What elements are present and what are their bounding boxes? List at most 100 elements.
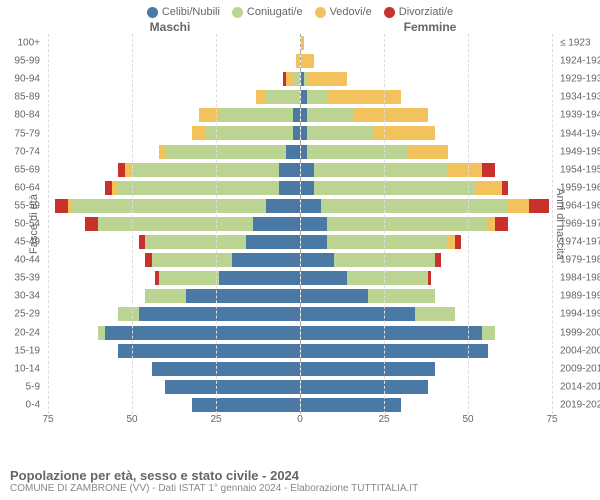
axis-tick: 50 bbox=[462, 414, 473, 425]
bar-male bbox=[48, 179, 300, 197]
seg-c bbox=[301, 145, 308, 159]
chart-subtitle: COMUNE DI ZAMBRONE (VV) - Dati ISTAT 1° … bbox=[10, 483, 590, 494]
age-label: 65-69 bbox=[14, 164, 40, 175]
footer: Popolazione per età, sesso e stato civil… bbox=[0, 464, 600, 500]
seg-d bbox=[55, 199, 68, 213]
birth-label: 1984-1988 bbox=[560, 273, 600, 284]
seg-c bbox=[152, 362, 300, 376]
pyramid-row: 55-591964-1968 bbox=[48, 197, 552, 215]
age-label: 5-9 bbox=[26, 381, 40, 392]
legend-item: Celibi/Nubili bbox=[147, 6, 220, 18]
bar-female bbox=[300, 124, 553, 142]
birth-label: 2009-2013 bbox=[560, 363, 600, 374]
birth-label: 1959-1963 bbox=[560, 182, 600, 193]
age-label: 45-49 bbox=[14, 237, 40, 248]
seg-c bbox=[293, 126, 300, 140]
seg-co bbox=[206, 126, 293, 140]
birth-label: 1939-1943 bbox=[560, 110, 600, 121]
seg-co bbox=[165, 145, 286, 159]
bar-female bbox=[300, 143, 553, 161]
birth-label: 1954-1958 bbox=[560, 164, 600, 175]
birth-label: 1969-1973 bbox=[560, 218, 600, 229]
bar-female bbox=[300, 233, 553, 251]
bar-male bbox=[48, 70, 300, 88]
legend-item: Coniugati/e bbox=[232, 6, 303, 18]
seg-c bbox=[293, 108, 300, 122]
seg-v bbox=[448, 235, 455, 249]
age-label: 40-44 bbox=[14, 255, 40, 266]
seg-v bbox=[374, 126, 434, 140]
seg-c bbox=[186, 289, 300, 303]
birth-label: 1974-1978 bbox=[560, 237, 600, 248]
bar-male bbox=[48, 197, 300, 215]
birth-label: 1949-1953 bbox=[560, 146, 600, 157]
bar-male bbox=[48, 233, 300, 251]
chart-title: Popolazione per età, sesso e stato civil… bbox=[10, 468, 590, 483]
bar-female bbox=[300, 197, 553, 215]
seg-c bbox=[279, 181, 299, 195]
seg-v bbox=[354, 108, 428, 122]
seg-co bbox=[307, 145, 408, 159]
legend-label: Vedovi/e bbox=[330, 6, 372, 18]
seg-d bbox=[145, 253, 152, 267]
pyramid-row: 60-641959-1963 bbox=[48, 179, 552, 197]
seg-co bbox=[314, 163, 448, 177]
bar-female bbox=[300, 360, 553, 378]
bar-male bbox=[48, 88, 300, 106]
pyramid-row: 50-541969-1973 bbox=[48, 215, 552, 233]
seg-c bbox=[301, 344, 489, 358]
bar-male bbox=[48, 287, 300, 305]
seg-c bbox=[301, 181, 314, 195]
bar-male bbox=[48, 305, 300, 323]
seg-c bbox=[301, 90, 308, 104]
age-label: 30-34 bbox=[14, 291, 40, 302]
seg-co bbox=[321, 199, 509, 213]
bar-female bbox=[300, 324, 553, 342]
seg-d bbox=[118, 163, 125, 177]
bar-female bbox=[300, 88, 553, 106]
age-label: 70-74 bbox=[14, 146, 40, 157]
seg-co bbox=[307, 90, 327, 104]
seg-d bbox=[529, 199, 549, 213]
legend-item: Vedovi/e bbox=[315, 6, 372, 18]
pyramid-row: 75-791944-1948 bbox=[48, 124, 552, 142]
seg-v bbox=[112, 181, 119, 195]
bar-male bbox=[48, 251, 300, 269]
seg-c bbox=[301, 380, 428, 394]
bar-male bbox=[48, 124, 300, 142]
age-label: 90-94 bbox=[14, 74, 40, 85]
seg-v bbox=[327, 90, 401, 104]
header-male: Maschi bbox=[0, 20, 300, 34]
age-label: 85-89 bbox=[14, 92, 40, 103]
seg-d bbox=[502, 181, 509, 195]
seg-v bbox=[301, 54, 314, 68]
bar-male bbox=[48, 324, 300, 342]
axis-tick: 25 bbox=[378, 414, 389, 425]
bar-male bbox=[48, 143, 300, 161]
seg-d bbox=[495, 217, 508, 231]
seg-co bbox=[159, 271, 219, 285]
seg-c bbox=[301, 307, 415, 321]
seg-v bbox=[508, 199, 528, 213]
seg-c bbox=[266, 199, 300, 213]
bar-female bbox=[300, 106, 553, 124]
seg-c bbox=[301, 271, 348, 285]
axis-tick: 25 bbox=[210, 414, 221, 425]
seg-c bbox=[301, 126, 308, 140]
seg-c bbox=[219, 271, 299, 285]
axis-tick: 75 bbox=[546, 414, 557, 425]
axis-tick: 50 bbox=[126, 414, 137, 425]
pyramid-row: 10-142009-2013 bbox=[48, 360, 552, 378]
age-label: 50-54 bbox=[14, 218, 40, 229]
legend-swatch bbox=[315, 7, 326, 18]
legend-label: Coniugati/e bbox=[247, 6, 303, 18]
legend-swatch bbox=[147, 7, 158, 18]
bar-male bbox=[48, 52, 300, 70]
bar-female bbox=[300, 342, 553, 360]
pyramid-row: 100+≤ 1923 bbox=[48, 34, 552, 52]
birth-label: 2019-2023 bbox=[560, 399, 600, 410]
seg-v bbox=[408, 145, 448, 159]
legend-swatch bbox=[384, 7, 395, 18]
age-label: 10-14 bbox=[14, 363, 40, 374]
legend-label: Divorziati/e bbox=[399, 6, 453, 18]
